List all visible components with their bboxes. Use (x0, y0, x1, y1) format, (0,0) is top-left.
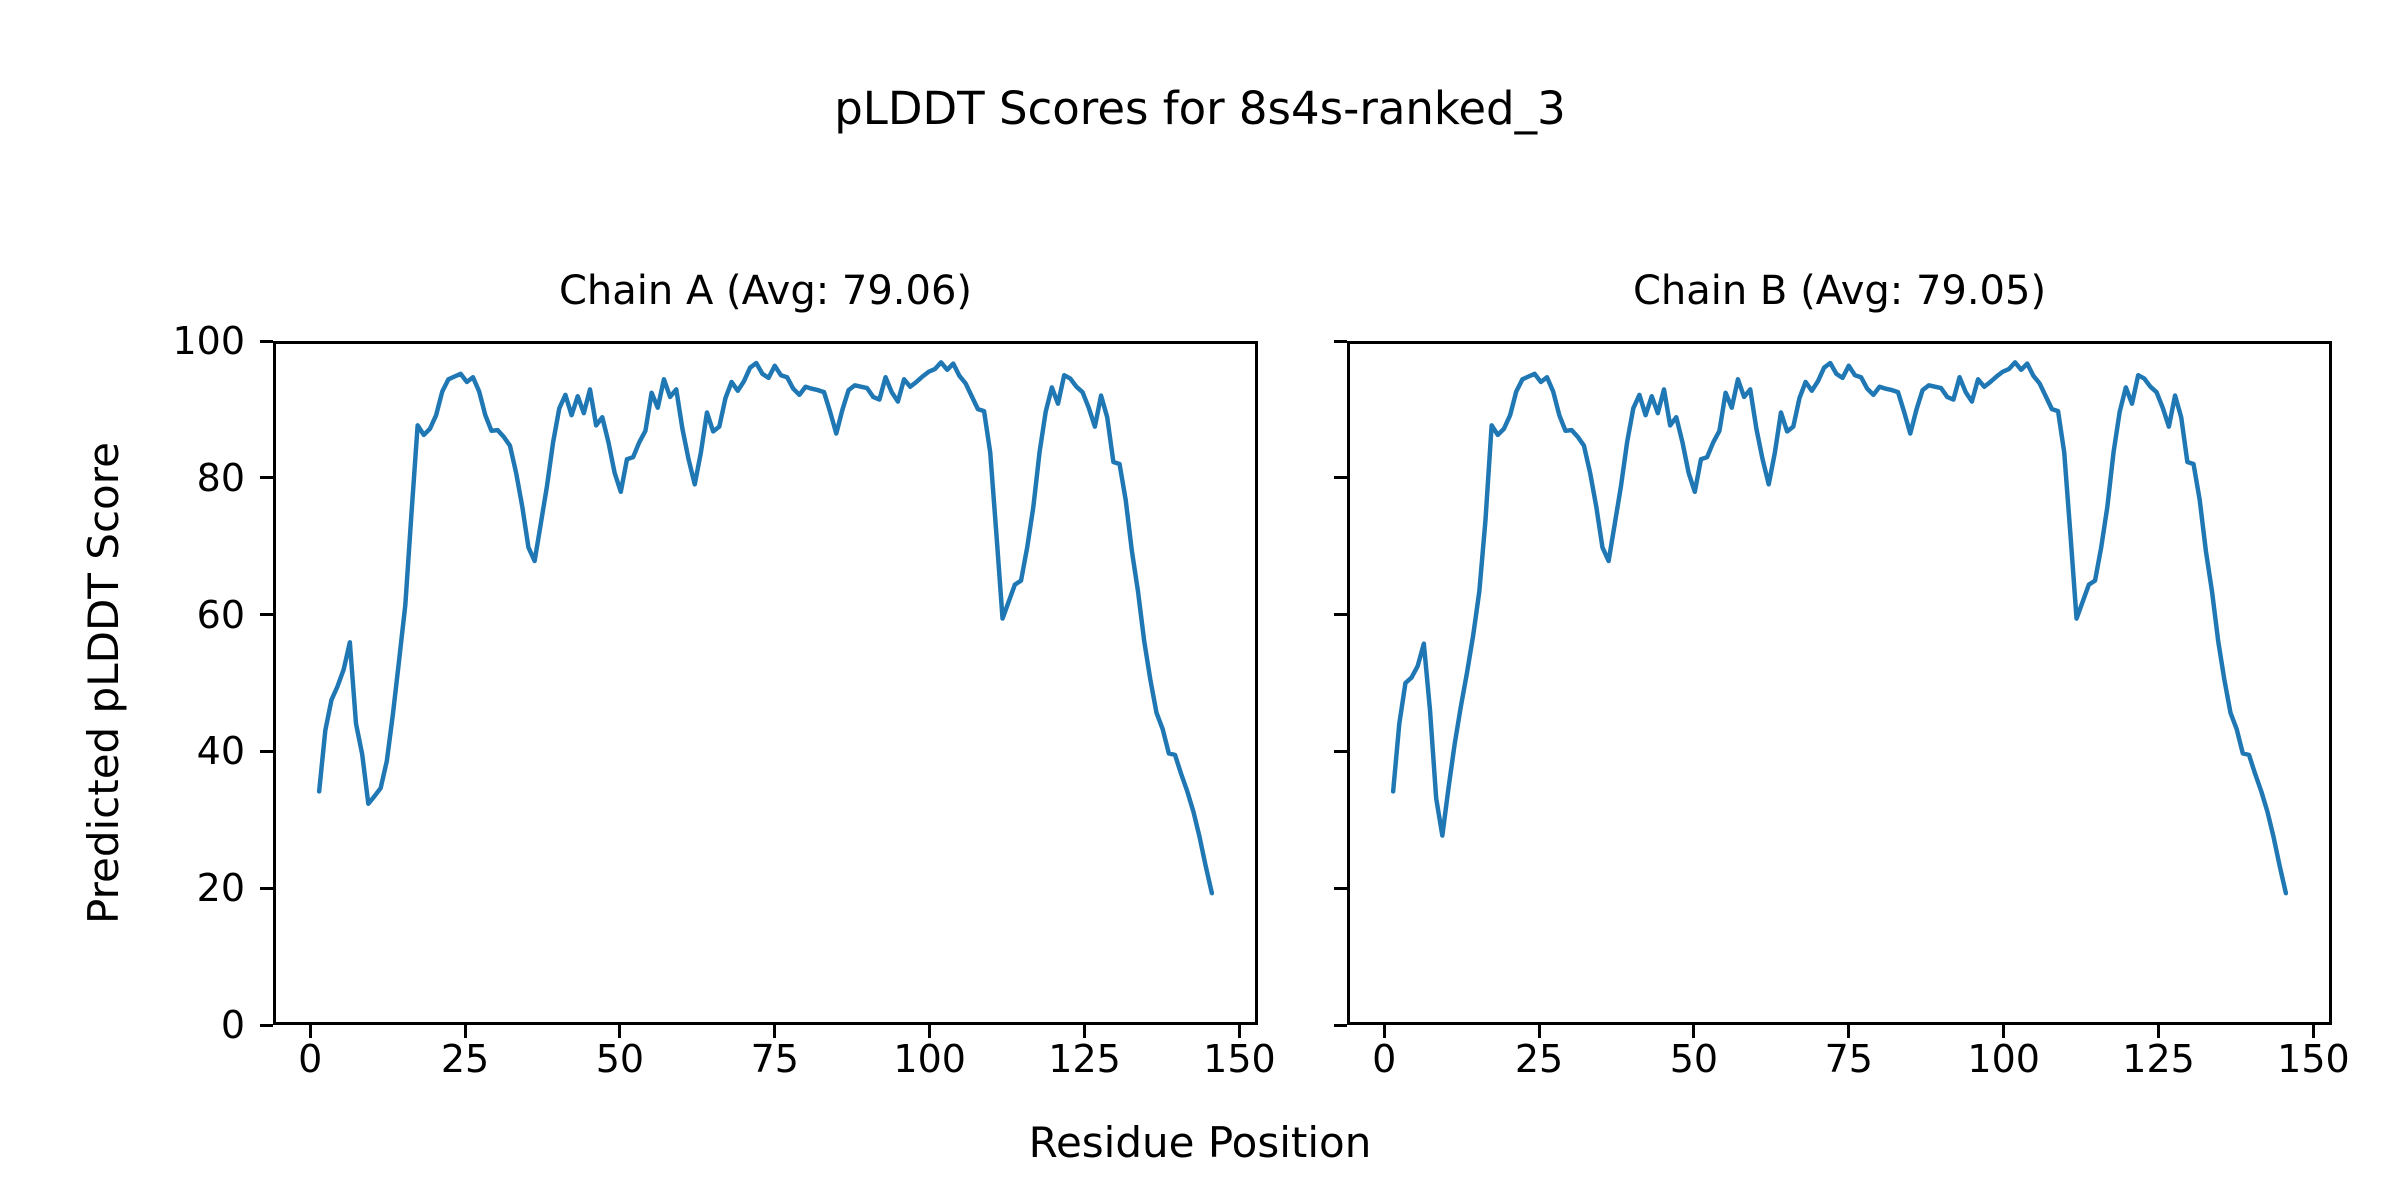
line-plot-chain-b (1390, 360, 2289, 896)
y-tick-mark (1334, 339, 1347, 343)
y-tick-mark (260, 886, 273, 890)
x-axis-label: Residue Position (1028, 1118, 1372, 1167)
x-tick-mark (463, 1025, 467, 1038)
y-axis-label: Predicted pLDDT Score (79, 442, 128, 924)
x-tick-label: 75 (1824, 1037, 1873, 1081)
x-tick-mark (928, 1025, 932, 1038)
figure-title: pLDDT Scores for 8s4s-ranked_3 (834, 82, 1566, 135)
x-tick-mark (1537, 1025, 1541, 1038)
x-tick-label: 0 (1372, 1037, 1397, 1081)
y-tick-mark (1334, 476, 1347, 480)
subplot-title-chain-b: Chain B (Avg: 79.05) (1632, 268, 2047, 314)
subplot-title-chain-a: Chain A (Avg: 79.06) (558, 268, 973, 314)
x-tick-label: 25 (440, 1037, 490, 1081)
x-tick-mark (1382, 1025, 1386, 1038)
y-tick-mark (1334, 613, 1347, 617)
y-tick-label: 0 (220, 1003, 245, 1047)
x-tick-mark (2002, 1025, 2006, 1038)
x-tick-label: 0 (298, 1037, 323, 1081)
x-tick-mark (2311, 1025, 2315, 1038)
y-tick-mark (1334, 886, 1347, 890)
x-tick-label: 150 (2277, 1037, 2350, 1081)
x-tick-label: 50 (595, 1037, 645, 1081)
x-tick-label: 100 (893, 1037, 966, 1081)
y-tick-mark (260, 339, 273, 343)
y-tick-label: 40 (196, 729, 245, 774)
y-tick-label: 80 (196, 455, 245, 500)
subplot-chain-b (1347, 341, 2332, 1025)
x-tick-label: 50 (1669, 1037, 1719, 1081)
line-plot-chain-a (316, 360, 1215, 896)
y-tick-label: 100 (172, 319, 245, 363)
x-tick-mark (1083, 1025, 1087, 1038)
y-tick-label: 20 (196, 866, 245, 911)
y-tick-mark (260, 476, 273, 480)
y-tick-mark (260, 749, 273, 753)
x-tick-mark (773, 1025, 777, 1038)
x-tick-mark (2157, 1025, 2161, 1038)
x-tick-mark (1847, 1025, 1851, 1038)
subplot-chain-a (273, 341, 1258, 1025)
x-tick-mark (1237, 1025, 1241, 1038)
x-tick-label: 150 (1203, 1037, 1276, 1081)
y-tick-mark (260, 613, 273, 617)
x-tick-label: 125 (2122, 1037, 2195, 1081)
y-tick-mark (260, 1023, 273, 1027)
x-tick-mark (1692, 1025, 1696, 1038)
y-tick-mark (1334, 1023, 1347, 1027)
y-tick-label: 60 (196, 592, 245, 637)
x-tick-label: 100 (1967, 1037, 2040, 1081)
x-tick-label: 25 (1514, 1037, 1564, 1081)
x-tick-label: 125 (1048, 1037, 1121, 1081)
y-tick-mark (1334, 749, 1347, 753)
x-tick-mark (308, 1025, 312, 1038)
plddt-line-chain-b (1390, 360, 2289, 896)
x-tick-label: 75 (750, 1037, 799, 1081)
plddt-line-chain-a (316, 360, 1215, 896)
x-tick-mark (618, 1025, 622, 1038)
